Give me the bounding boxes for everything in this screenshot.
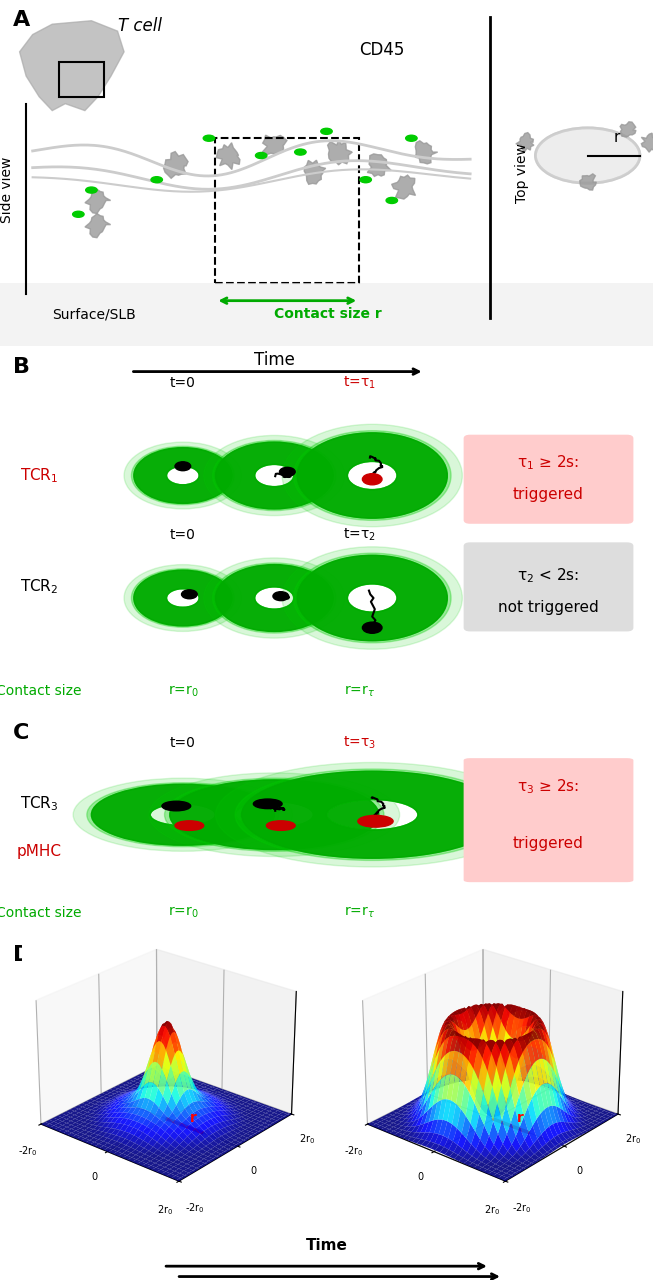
Text: B: B [13, 357, 30, 376]
Text: Top view: Top view [515, 143, 530, 202]
Text: Surface/SLB: Surface/SLB [52, 307, 136, 321]
Polygon shape [641, 133, 653, 152]
Circle shape [362, 474, 382, 485]
Polygon shape [85, 214, 110, 238]
Text: CD45: CD45 [359, 41, 404, 59]
Circle shape [255, 152, 267, 159]
Text: r=r$_τ$: r=r$_τ$ [343, 905, 375, 920]
FancyBboxPatch shape [464, 543, 633, 631]
Text: Contact size r: Contact size r [274, 307, 382, 321]
Polygon shape [304, 160, 326, 184]
Polygon shape [85, 189, 110, 214]
Circle shape [175, 820, 204, 831]
Polygon shape [620, 122, 636, 137]
Text: τ$_1$ ≥ 2s:: τ$_1$ ≥ 2s: [517, 453, 580, 472]
Text: TCR$_2$: TCR$_2$ [20, 577, 58, 596]
Text: Time: Time [306, 1238, 347, 1253]
Polygon shape [216, 143, 240, 169]
Circle shape [362, 622, 382, 634]
Text: t=τ$_1$: t=τ$_1$ [343, 375, 375, 390]
Circle shape [386, 197, 398, 204]
Circle shape [175, 462, 191, 471]
Text: TCR$_1$: TCR$_1$ [20, 466, 58, 485]
Polygon shape [263, 136, 287, 155]
Circle shape [535, 128, 640, 183]
Text: t=0: t=0 [170, 527, 196, 541]
Text: t=τ$_3$: t=τ$_3$ [343, 735, 375, 751]
Circle shape [151, 177, 163, 183]
Polygon shape [415, 141, 438, 164]
Text: τ$_3$ ≥ 2s:: τ$_3$ ≥ 2s: [517, 777, 580, 796]
Text: r=r$_τ$: r=r$_τ$ [343, 684, 375, 699]
Circle shape [295, 148, 306, 155]
Text: t=τ$_2$: t=τ$_2$ [343, 526, 375, 543]
Circle shape [360, 177, 372, 183]
Polygon shape [367, 154, 391, 177]
Text: C: C [13, 723, 29, 744]
Circle shape [358, 815, 393, 827]
Text: r: r [614, 131, 620, 145]
Text: r=r$_0$: r=r$_0$ [168, 905, 198, 920]
Text: r=r$_0$: r=r$_0$ [168, 684, 198, 699]
Bar [0, 283, 653, 346]
Text: Contact size: Contact size [0, 684, 82, 698]
Text: Side view: Side view [0, 157, 14, 223]
Bar [59, 63, 104, 97]
Circle shape [182, 590, 197, 599]
Circle shape [203, 136, 215, 141]
Circle shape [321, 128, 332, 134]
Polygon shape [20, 20, 124, 110]
Circle shape [266, 820, 295, 831]
Circle shape [273, 591, 289, 600]
FancyBboxPatch shape [464, 758, 633, 882]
Polygon shape [328, 141, 353, 165]
Text: TCR$_3$: TCR$_3$ [20, 795, 59, 813]
Circle shape [279, 467, 295, 476]
Circle shape [253, 799, 282, 809]
Text: t=0: t=0 [170, 736, 196, 750]
Text: t=0: t=0 [170, 376, 196, 389]
Bar [215, 138, 359, 283]
Text: not triggered: not triggered [498, 600, 599, 614]
Polygon shape [580, 174, 596, 189]
Circle shape [72, 211, 84, 218]
Circle shape [406, 136, 417, 141]
Circle shape [162, 801, 191, 810]
Text: D: D [13, 945, 31, 965]
Polygon shape [163, 151, 188, 178]
Polygon shape [392, 175, 415, 200]
Text: triggered: triggered [513, 486, 584, 502]
Text: triggered: triggered [513, 836, 584, 850]
Text: Time: Time [254, 352, 295, 370]
Circle shape [86, 187, 97, 193]
Text: A: A [13, 10, 30, 31]
FancyBboxPatch shape [464, 435, 633, 524]
Text: τ$_2$ < 2s:: τ$_2$ < 2s: [517, 566, 580, 585]
Text: Contact size: Contact size [0, 906, 82, 919]
Text: T cell: T cell [118, 17, 161, 36]
Polygon shape [516, 133, 534, 152]
Text: pMHC: pMHC [17, 845, 61, 859]
